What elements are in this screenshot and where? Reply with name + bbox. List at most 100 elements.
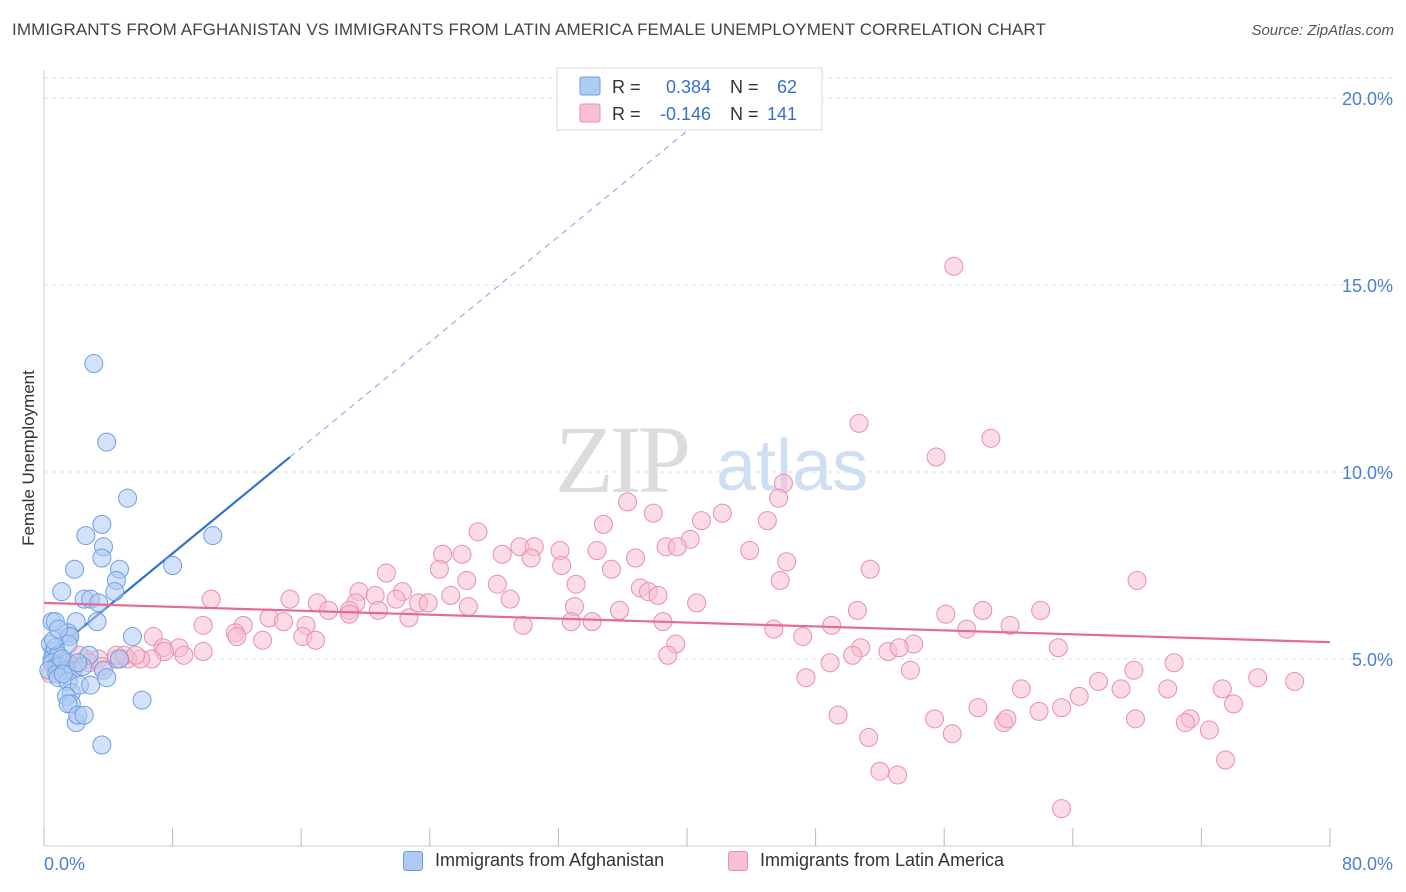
data-point-latin-america	[609, 600, 629, 620]
data-point-latin-america	[770, 570, 790, 590]
data-point-latin-america	[769, 488, 789, 508]
data-point-afghanistan	[68, 653, 88, 673]
pink-points	[40, 256, 1305, 819]
data-point-latin-america	[926, 447, 946, 467]
data-point-latin-america	[1164, 653, 1184, 673]
data-point-latin-america	[1199, 720, 1219, 740]
data-point-latin-america	[981, 428, 1001, 448]
data-point-latin-america	[860, 559, 880, 579]
y-tick-label: 15.0%	[1342, 276, 1393, 296]
data-point-latin-america	[126, 645, 146, 665]
data-point-latin-america	[777, 552, 797, 572]
data-point-latin-america	[849, 413, 869, 433]
trend-line-latin-america	[43, 601, 1331, 644]
correlation-legend: R = 0.384 N = 62 R = -0.146 N = 141	[556, 67, 823, 131]
data-point-latin-america	[793, 627, 813, 647]
watermark-atlas: atlas	[716, 426, 868, 506]
y-tick-labels: 5.0% 10.0% 15.0% 20.0%	[1342, 89, 1393, 670]
data-point-latin-america	[458, 597, 478, 617]
data-point-latin-america	[1069, 686, 1089, 706]
data-point-latin-america	[1111, 679, 1131, 699]
data-point-latin-america	[847, 600, 867, 620]
data-point-latin-america	[626, 548, 646, 568]
data-point-afghanistan	[74, 705, 94, 725]
data-point-latin-america	[764, 619, 784, 639]
legend-r-value-blue: 0.384	[666, 77, 711, 97]
data-point-latin-america	[997, 709, 1017, 729]
data-point-latin-america	[968, 698, 988, 718]
legend-n-value-blue: 62	[777, 77, 797, 97]
data-point-latin-america	[1125, 709, 1145, 729]
data-point-latin-america	[796, 668, 816, 688]
data-point-latin-america	[457, 570, 477, 590]
data-point-latin-america	[513, 615, 533, 635]
data-point-latin-america	[973, 600, 993, 620]
data-point-latin-america	[658, 645, 678, 665]
data-point-latin-america	[1052, 799, 1072, 819]
data-point-latin-america	[399, 608, 419, 628]
data-point-latin-america	[843, 645, 863, 665]
data-point-latin-america	[429, 559, 449, 579]
data-point-latin-america	[386, 589, 406, 609]
data-point-latin-america	[618, 492, 638, 512]
data-point-latin-america	[1175, 713, 1195, 733]
data-point-latin-america	[900, 660, 920, 680]
data-point-latin-america	[944, 256, 964, 276]
data-point-latin-america	[441, 585, 461, 605]
data-point-afghanistan	[122, 627, 142, 647]
data-point-afghanistan	[105, 582, 125, 602]
data-point-latin-america	[201, 589, 221, 609]
bottom-legend-label-afghanistan: Immigrants from Afghanistan	[435, 850, 665, 870]
data-point-afghanistan	[81, 675, 101, 695]
data-point-afghanistan	[97, 668, 117, 688]
data-point-latin-america	[757, 511, 777, 531]
data-point-afghanistan	[52, 582, 72, 602]
legend-box	[556, 67, 823, 131]
data-point-latin-america	[820, 653, 840, 673]
data-point-latin-america	[368, 600, 388, 620]
x-tick-label: 80.0%	[1342, 854, 1393, 874]
data-point-afghanistan	[118, 488, 138, 508]
data-point-latin-america	[227, 627, 247, 647]
chart-title: IMMIGRANTS FROM AFGHANISTAN VS IMMIGRANT…	[12, 20, 1046, 39]
data-point-latin-america	[1212, 679, 1232, 699]
data-point-latin-america	[648, 585, 668, 605]
data-point-latin-america	[1216, 750, 1236, 770]
data-point-latin-america	[1089, 671, 1109, 691]
data-point-latin-america	[376, 563, 396, 583]
data-point-latin-america	[1031, 600, 1051, 620]
legend-n-label-blue: N =	[730, 77, 759, 97]
x-tick-label: 0.0%	[44, 854, 85, 874]
data-point-latin-america	[1248, 668, 1268, 688]
data-point-afghanistan	[89, 593, 109, 613]
data-point-latin-america	[1000, 615, 1020, 635]
data-point-latin-america	[274, 612, 294, 632]
data-point-afghanistan	[87, 612, 107, 632]
data-point-latin-america	[870, 761, 890, 781]
data-point-latin-america	[1048, 638, 1068, 658]
data-point-latin-america	[687, 593, 707, 613]
bottom-legend-item-latin-america: Immigrants from Latin America	[728, 850, 1004, 871]
data-point-latin-america	[582, 612, 602, 632]
legend-r-value-pink: -0.146	[660, 104, 711, 124]
data-point-latin-america	[936, 604, 956, 624]
legend-r-label-pink: R =	[612, 104, 641, 124]
data-point-latin-america	[566, 574, 586, 594]
y-axis-label: Female Unemployment	[19, 370, 38, 546]
data-point-latin-america	[552, 556, 572, 575]
data-point-afghanistan	[163, 556, 183, 575]
legend-swatch-pink	[579, 103, 601, 123]
data-point-latin-america	[253, 630, 273, 650]
y-tick-label: 10.0%	[1342, 463, 1393, 483]
data-point-afghanistan	[110, 649, 130, 669]
data-point-latin-america	[925, 709, 945, 729]
data-point-latin-america	[339, 604, 359, 624]
pink-trend	[43, 601, 1331, 644]
legend-r-label-blue: R =	[612, 77, 641, 97]
data-point-latin-america	[888, 765, 908, 785]
data-point-latin-america	[667, 537, 687, 557]
data-point-afghanistan	[92, 514, 112, 534]
bottom-legend-swatch-pink	[728, 850, 748, 871]
legend-n-value-pink: 141	[767, 104, 797, 124]
data-point-latin-america	[1029, 701, 1049, 721]
